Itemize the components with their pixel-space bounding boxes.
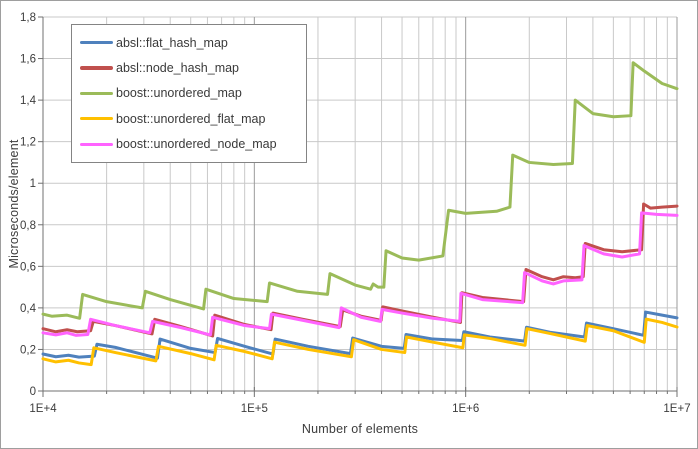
legend-item-boost-unordered-map: boost::unordered_map (80, 86, 300, 100)
legend-item-absl-node-hash-map: absl::node_hash_map (80, 61, 300, 75)
y-tick-label: 1,8 (20, 12, 36, 24)
x-tick-label: 1E+7 (663, 403, 690, 415)
y-tick-label: 0,4 (20, 303, 37, 315)
legend-line-swatch-icon (80, 66, 113, 70)
legend-line-swatch-icon (80, 142, 113, 146)
legend-item-absl-flat-hash-map: absl::flat_hash_map (80, 36, 300, 50)
y-axis-title: Microseconds/element (7, 139, 21, 269)
legend-label: boost::unordered_flat_map (116, 111, 266, 126)
legend-item-boost-unordered-node-map: boost::unordered_node_map (80, 137, 300, 151)
y-tick-label: 1,4 (20, 95, 37, 107)
x-tick-label: 1E+6 (452, 403, 479, 415)
y-tick-label: 1,6 (20, 54, 36, 66)
legend-line-swatch-icon (80, 91, 113, 96)
series-line-boost-unordered-node-map (41, 211, 679, 337)
y-tick-label: 0,2 (20, 344, 36, 356)
legend-label: absl::flat_hash_map (116, 35, 228, 50)
series-line-absl-flat-hash-map (41, 310, 679, 360)
legend-label: boost::unordered_node_map (116, 137, 277, 152)
y-tick-label: 1 (30, 178, 36, 190)
legend-line-swatch-icon (80, 41, 113, 45)
y-tick-label: 1,2 (20, 137, 36, 149)
x-tick-label: 1E+5 (241, 403, 268, 415)
y-tick-label: 0,8 (20, 220, 36, 232)
legend-item-boost-unordered-flat-map: boost::unordered_flat_map (80, 112, 300, 126)
legend-label: boost::unordered_map (116, 86, 242, 101)
x-tick-label: 1E+4 (29, 403, 57, 415)
series-line-boost-unordered-flat-map (41, 317, 679, 367)
legend-line-swatch-icon (80, 117, 113, 121)
y-tick-label: 0,6 (20, 261, 36, 273)
x-axis-title: Number of elements (301, 422, 419, 436)
legend-label: absl::node_hash_map (116, 61, 240, 76)
series-line-boost-unordered-map (41, 61, 679, 320)
y-tick-label: 0 (30, 386, 36, 398)
